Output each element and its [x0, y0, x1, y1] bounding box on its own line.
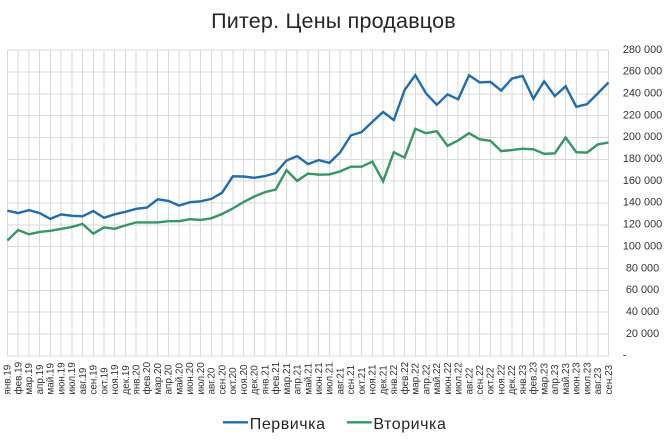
svg-text:июл.23: июл.23	[582, 362, 593, 395]
svg-text:июн.22: июн.22	[443, 362, 454, 394]
svg-text:окт.20: окт.20	[228, 367, 239, 395]
svg-text:240 000: 240 000	[623, 88, 662, 100]
svg-text:май.23: май.23	[561, 362, 572, 394]
svg-text:янв.21: янв.21	[260, 364, 271, 394]
svg-text:авг.22: авг.22	[464, 368, 475, 395]
svg-text:фев.20: фев.20	[142, 361, 153, 394]
svg-text:дек.20: дек.20	[250, 365, 261, 395]
svg-text:40 000: 40 000	[626, 306, 659, 318]
svg-text:мар.21: мар.21	[282, 362, 293, 394]
svg-text:авг.20: авг.20	[207, 367, 218, 394]
svg-text:140 000: 140 000	[623, 197, 662, 209]
svg-text:авг.23: авг.23	[593, 367, 604, 394]
svg-text:фев.21: фев.21	[271, 361, 282, 394]
svg-text:июн.19: июн.19	[56, 362, 67, 395]
svg-text:окт.21: окт.21	[357, 367, 368, 395]
svg-text:май.21: май.21	[303, 362, 314, 394]
svg-text:фев.19: фев.19	[13, 361, 24, 394]
svg-text:-: -	[623, 350, 627, 362]
svg-text:июн.23: июн.23	[572, 362, 583, 395]
svg-text:сен.19: сен.19	[89, 364, 100, 394]
svg-text:сен.20: сен.20	[217, 364, 228, 394]
svg-text:май.22: май.22	[432, 363, 443, 395]
svg-text:сен.23: сен.23	[604, 364, 615, 394]
svg-text:180 000: 180 000	[623, 153, 662, 165]
svg-text:дек.19: дек.19	[121, 365, 132, 395]
svg-text:май.20: май.20	[174, 362, 185, 394]
svg-text:ноя.22: ноя.22	[496, 364, 507, 394]
svg-text:июл.20: июл.20	[196, 362, 207, 395]
svg-text:80 000: 80 000	[626, 262, 659, 274]
svg-text:июл.21: июл.21	[325, 362, 336, 395]
svg-text:янв.20: янв.20	[132, 364, 143, 394]
svg-text:сен.21: сен.21	[346, 364, 357, 394]
svg-text:260 000: 260 000	[623, 66, 662, 78]
svg-text:Первичка: Первичка	[250, 416, 326, 433]
svg-text:дек.22: дек.22	[507, 365, 518, 394]
svg-text:апр.22: апр.22	[421, 364, 432, 394]
svg-text:янв.23: янв.23	[518, 364, 529, 394]
svg-text:120 000: 120 000	[623, 219, 662, 231]
svg-text:мар.23: мар.23	[539, 362, 550, 394]
svg-text:ноя.19: ноя.19	[110, 364, 121, 395]
svg-text:авг.19: авг.19	[78, 367, 89, 394]
svg-text:160 000: 160 000	[623, 175, 662, 187]
svg-text:сен.22: сен.22	[475, 365, 486, 395]
svg-text:100 000: 100 000	[623, 240, 662, 252]
svg-text:окт.19: окт.19	[99, 367, 110, 395]
svg-text:апр.19: апр.19	[35, 364, 46, 395]
svg-text:фев.23: фев.23	[529, 361, 540, 394]
svg-text:июн.21: июн.21	[314, 362, 325, 395]
svg-text:июн.20: июн.20	[185, 362, 196, 395]
svg-text:мар.20: мар.20	[153, 362, 164, 394]
svg-text:апр.20: апр.20	[164, 364, 175, 395]
svg-text:мар.22: мар.22	[411, 363, 422, 395]
svg-text:ноя.20: ноя.20	[239, 364, 250, 395]
svg-text:янв.19: янв.19	[3, 364, 14, 394]
svg-text:220 000: 220 000	[623, 109, 662, 121]
svg-text:Вторичка: Вторичка	[373, 416, 446, 433]
svg-text:фев.22: фев.22	[400, 362, 411, 395]
svg-text:июл.22: июл.22	[454, 362, 465, 394]
svg-text:280 000: 280 000	[623, 44, 662, 56]
svg-text:окт.22: окт.22	[486, 367, 497, 394]
svg-text:июл.19: июл.19	[67, 362, 78, 395]
svg-text:май.19: май.19	[46, 362, 57, 394]
svg-text:апр.21: апр.21	[293, 364, 304, 395]
svg-text:200 000: 200 000	[623, 131, 662, 143]
svg-text:янв.22: янв.22	[389, 365, 400, 395]
svg-text:20 000: 20 000	[626, 328, 659, 340]
svg-text:ноя.21: ноя.21	[368, 364, 379, 395]
svg-text:апр.23: апр.23	[550, 364, 561, 395]
svg-text:дек.21: дек.21	[378, 365, 389, 395]
svg-text:мар.19: мар.19	[24, 362, 35, 394]
svg-text:Питер. Цены продавцов: Питер. Цены продавцов	[211, 9, 456, 33]
svg-text:авг.21: авг.21	[335, 367, 346, 394]
svg-text:60 000: 60 000	[626, 284, 659, 296]
